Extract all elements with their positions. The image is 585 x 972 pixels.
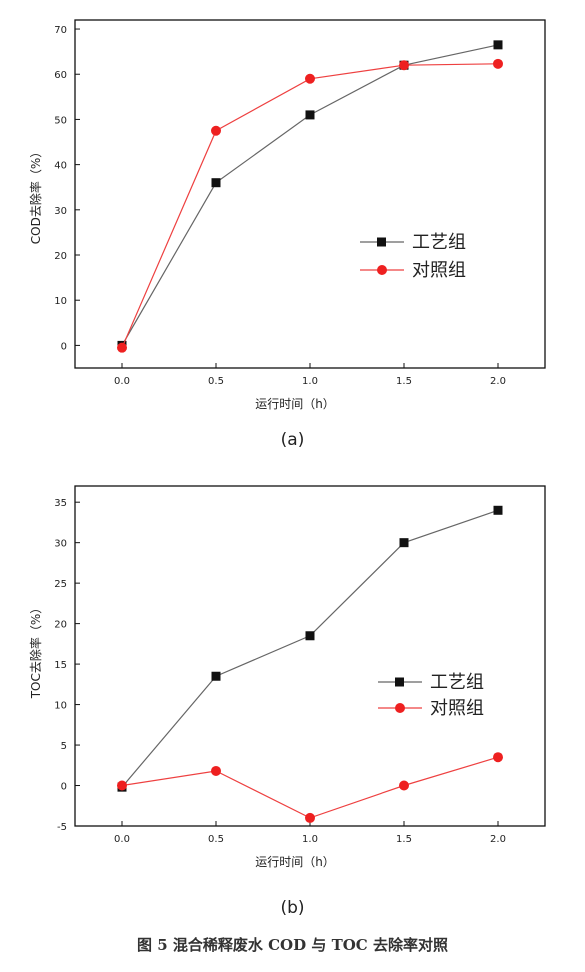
data-point-control-a bbox=[211, 125, 221, 136]
y-tick-label-a: 60 bbox=[54, 70, 67, 81]
x-tick-label-b: 0.0 bbox=[114, 834, 130, 845]
legend-label-process-b: 工艺组 bbox=[430, 672, 484, 693]
panel-b-label: (b) bbox=[280, 898, 305, 918]
series-line-process-b bbox=[121, 509, 499, 788]
y-tick-label-b: 20 bbox=[54, 620, 67, 631]
x-tick-label-a: 0.5 bbox=[208, 376, 224, 387]
data-point-process-b bbox=[399, 538, 409, 548]
y-tick-label-b: 30 bbox=[54, 539, 67, 550]
legend-label-control-b: 对照组 bbox=[430, 698, 484, 719]
data-point-process-b bbox=[211, 671, 221, 681]
data-point-process-a bbox=[493, 40, 503, 50]
x-tick-label-a: 2.0 bbox=[490, 376, 506, 387]
figure-caption: 图 5 混合稀释废水 COD 与 TOC 去除率对照 bbox=[137, 936, 448, 954]
data-point-control-a bbox=[399, 60, 409, 71]
legend-label-control-a: 对照组 bbox=[412, 260, 466, 281]
x-axis-title-a: 运行时间（h） bbox=[255, 397, 335, 411]
data-point-control-a bbox=[117, 342, 127, 353]
y-tick-label-b: -5 bbox=[57, 822, 67, 833]
series-line-control-a bbox=[121, 63, 499, 348]
y-axis-title-a: COD去除率（%） bbox=[28, 146, 43, 244]
x-tick-label-b: 0.5 bbox=[208, 834, 224, 845]
data-point-control-b bbox=[211, 765, 221, 776]
chart-b: -5 0 5 10 15 20 25 30 35 0.0 0.5 1.0 1.5 2.0 运行时间（h） TO… bbox=[28, 485, 546, 869]
data-point-control-b bbox=[117, 780, 127, 791]
y-tick-label-a: 40 bbox=[54, 161, 67, 172]
x-tick-label-b: 2.0 bbox=[490, 834, 506, 845]
y-tick-label-b: 25 bbox=[54, 579, 67, 590]
y-tick-label-a: 50 bbox=[54, 115, 67, 126]
data-point-control-b bbox=[493, 752, 503, 763]
data-point-control-b bbox=[399, 780, 409, 791]
plot-frame-a bbox=[74, 19, 546, 369]
y-tick-label-b: 5 bbox=[61, 741, 67, 752]
y-tick-label-b: 10 bbox=[54, 701, 67, 712]
plot-frame-b bbox=[74, 485, 546, 827]
x-tick-label-b: 1.0 bbox=[302, 834, 318, 845]
y-tick-label-b: 0 bbox=[61, 782, 67, 793]
series-line-control-b bbox=[121, 756, 499, 819]
panel-a-label: (a) bbox=[280, 430, 305, 450]
data-point-control-a bbox=[493, 58, 503, 69]
x-tick-label-a: 1.0 bbox=[302, 376, 318, 387]
y-tick-label-a: 0 bbox=[61, 341, 67, 352]
y-tick-label-a: 70 bbox=[54, 25, 67, 36]
y-tick-label-b: 35 bbox=[54, 498, 67, 509]
y-tick-label-a: 30 bbox=[54, 206, 67, 217]
x-axis-title-b: 运行时间（h） bbox=[255, 855, 335, 869]
legend-label-process-a: 工艺组 bbox=[412, 232, 466, 253]
x-tick-label-a: 0.0 bbox=[114, 376, 130, 387]
data-point-process-b bbox=[493, 505, 503, 515]
x-tick-label-b: 1.5 bbox=[396, 834, 412, 845]
y-axis-title-b: TOC去除率（%） bbox=[28, 602, 43, 700]
data-point-process-a bbox=[211, 178, 221, 188]
legend-marker-process-a bbox=[377, 237, 386, 247]
chart-a: 0 10 20 30 40 50 60 70 0.0 0.5 1.0 1.5 2.0 运行时间（h） COD… bbox=[28, 19, 546, 411]
series-line-process-a bbox=[121, 44, 499, 346]
x-tick-label-a: 1.5 bbox=[396, 376, 412, 387]
legend-marker-process-b bbox=[395, 677, 404, 687]
y-tick-label-a: 10 bbox=[54, 296, 67, 307]
data-point-control-b bbox=[305, 812, 315, 823]
legend-marker-control-a bbox=[377, 265, 387, 275]
data-point-process-b bbox=[305, 631, 315, 641]
y-tick-label-b: 15 bbox=[54, 660, 67, 671]
legend-marker-control-b bbox=[395, 703, 405, 713]
data-point-process-a bbox=[305, 110, 315, 120]
data-point-control-a bbox=[305, 73, 315, 84]
y-tick-label-a: 20 bbox=[54, 251, 67, 262]
